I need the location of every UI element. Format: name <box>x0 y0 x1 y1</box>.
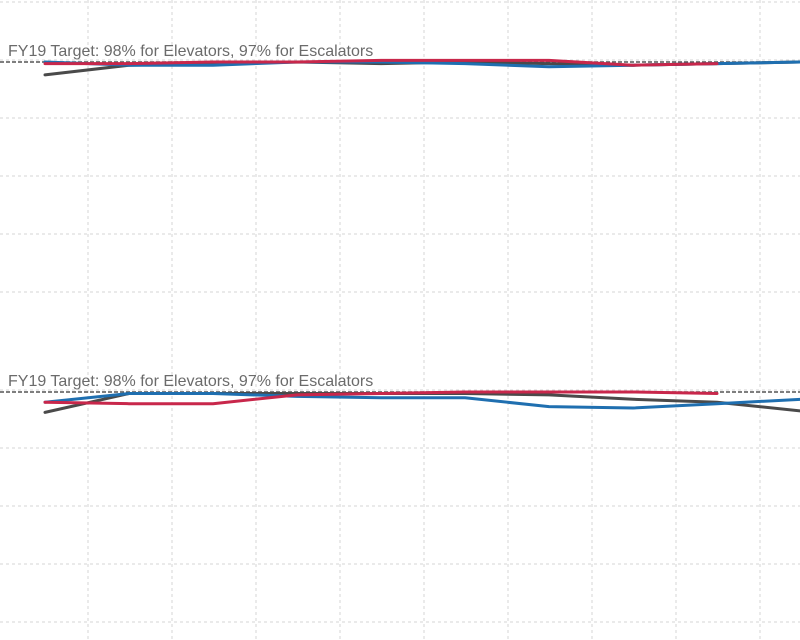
series-line-3 <box>43 390 719 406</box>
target-label: FY19 Target: 98% for Elevators, 97% for … <box>8 43 373 60</box>
panel-1: FY19 Target: 98% for Elevators, 97% for … <box>0 1 800 293</box>
panel-2: FY19 Target: 98% for Elevators, 97% for … <box>0 373 800 623</box>
target-label: FY19 Target: 98% for Elevators, 97% for … <box>8 373 373 390</box>
series-line-2 <box>43 392 800 410</box>
series-line-3 <box>43 58 719 67</box>
